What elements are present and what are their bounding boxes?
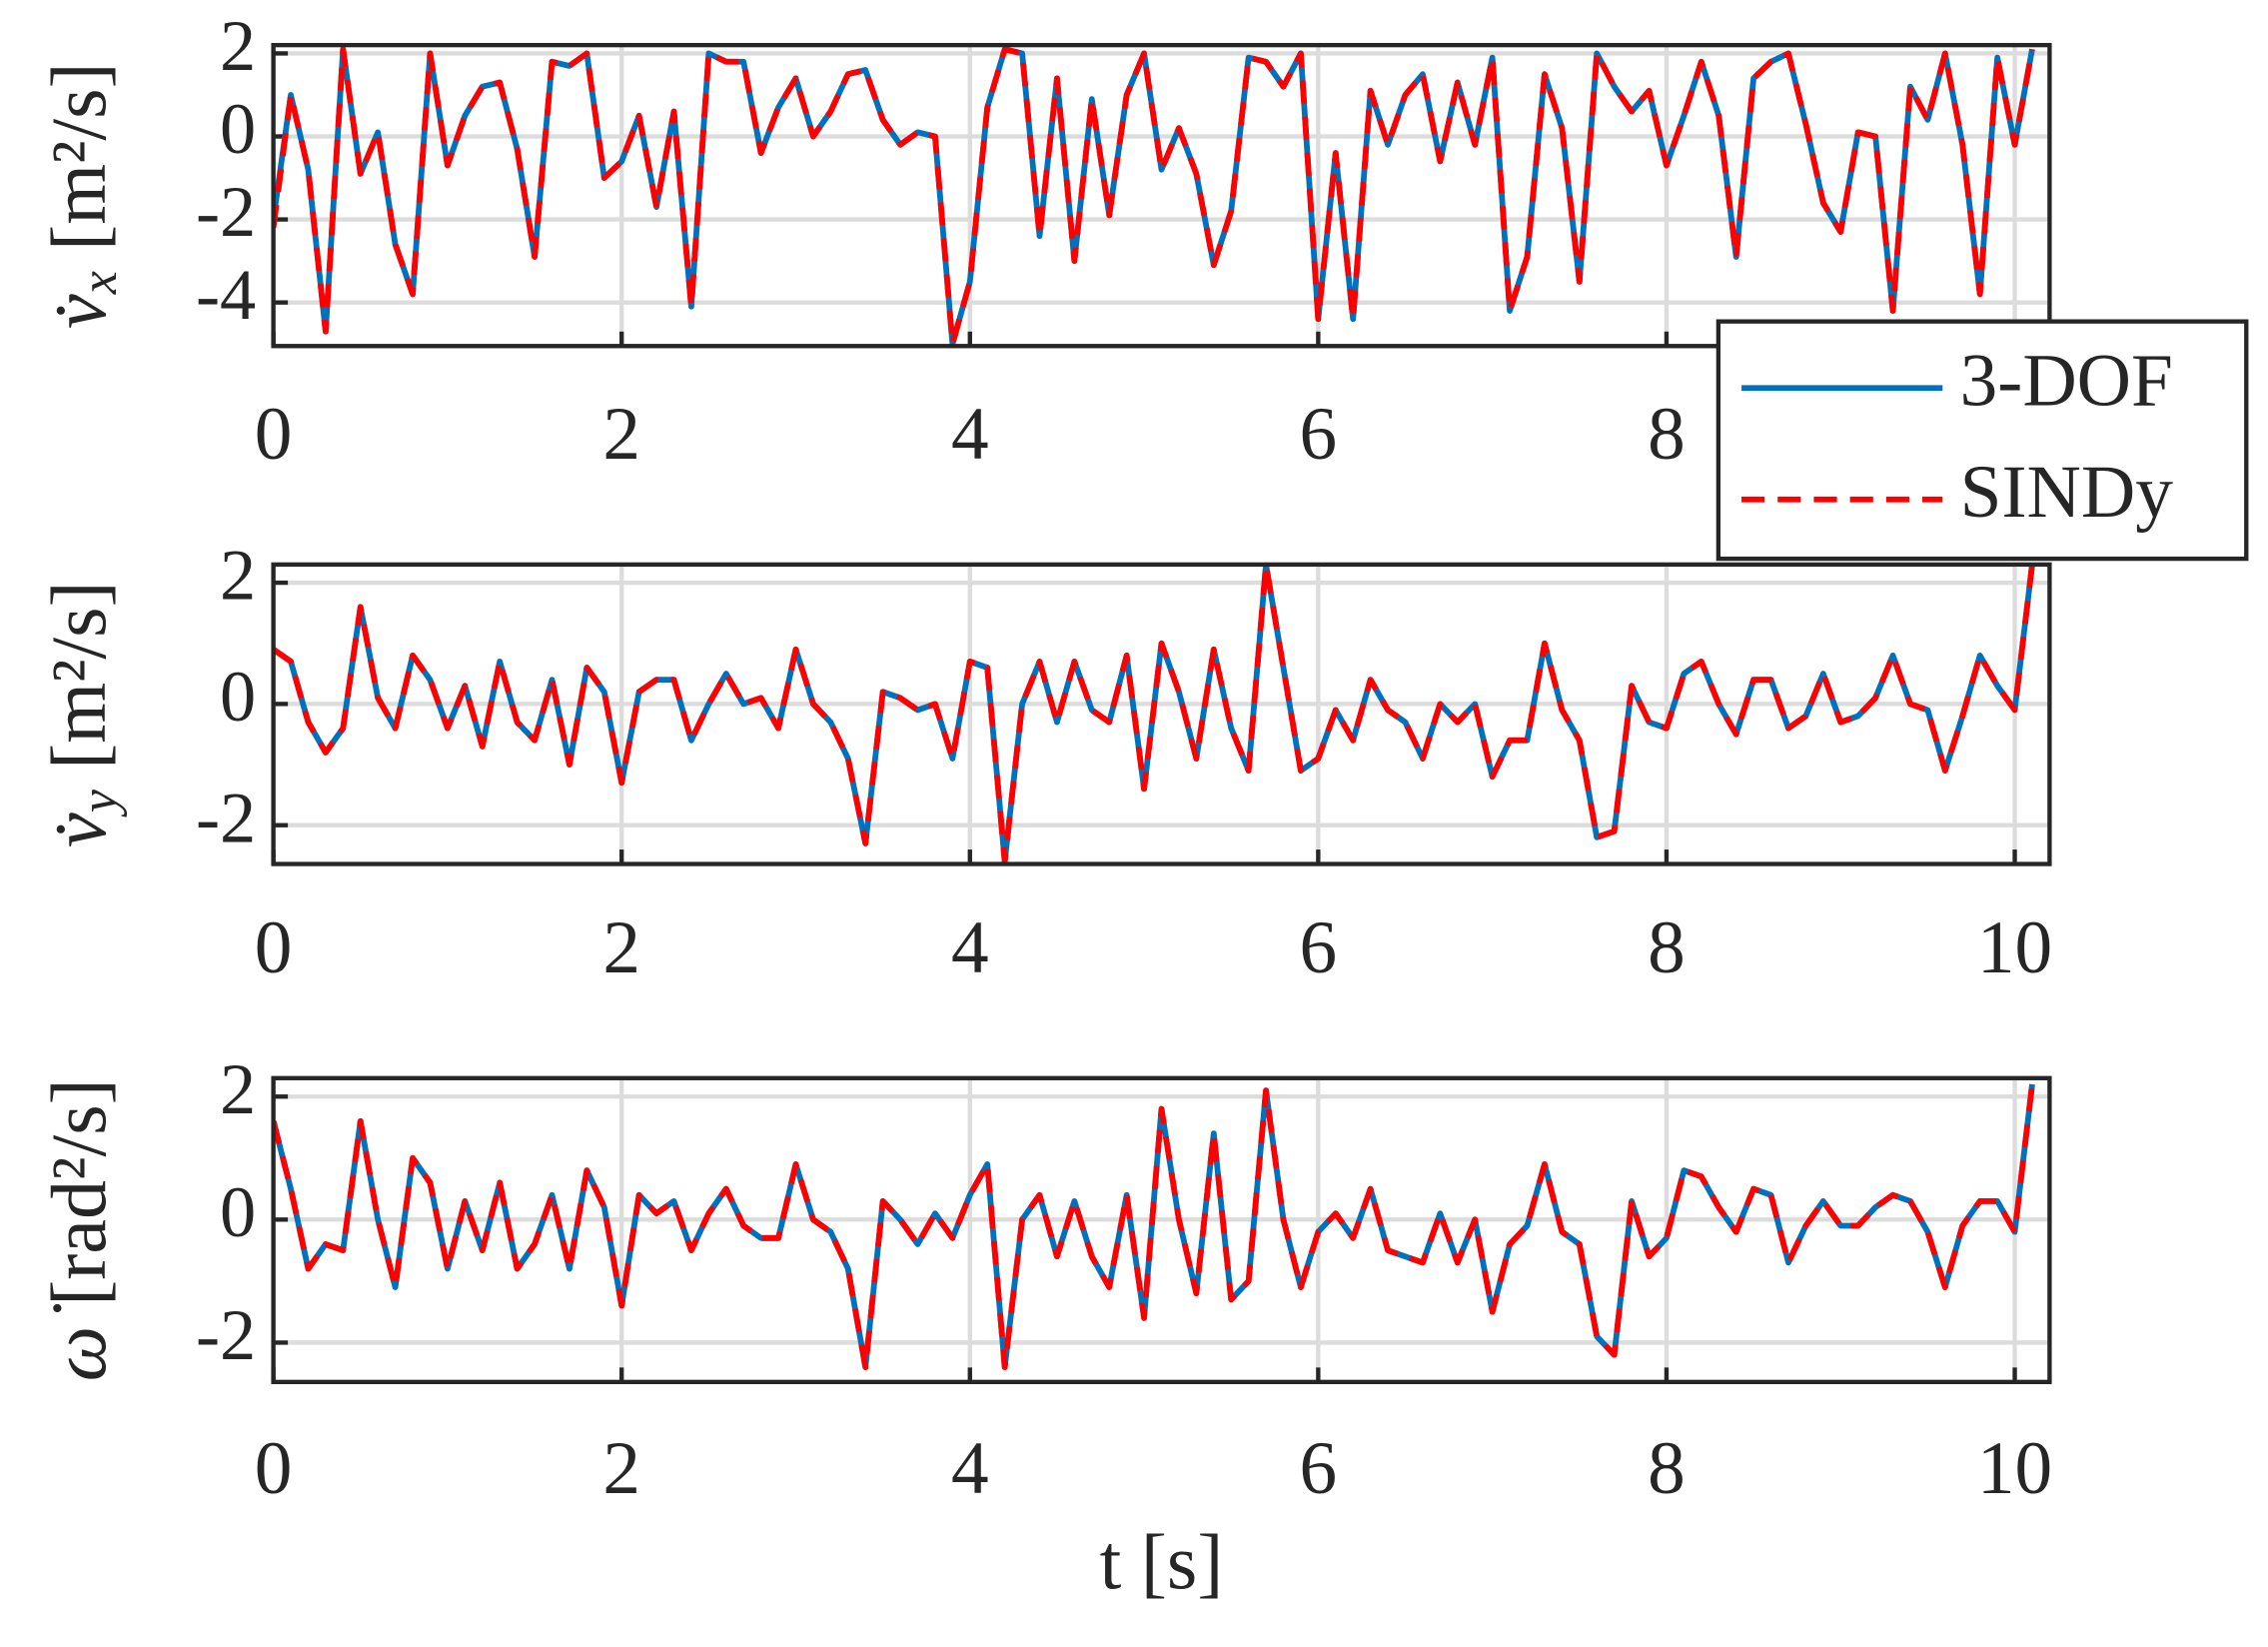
y-label-symbol: v̇: [35, 813, 122, 847]
series-line: [273, 1083, 2035, 1370]
axes-frame: [271, 1075, 2052, 1384]
x-tick-label: 8: [1648, 906, 1686, 989]
x-tick-label: 0: [255, 1427, 293, 1510]
y-label-unit: [rad²/s]: [35, 1078, 122, 1305]
series-line: [273, 1083, 2035, 1370]
y-label-unit: [m²/s]: [35, 62, 122, 250]
x-axis-label: t [s]: [1100, 1518, 1224, 1605]
y-tick-label: 2: [220, 1049, 256, 1129]
x-tick-label: 2: [602, 1427, 640, 1510]
y-label-unit: [m²/s]: [35, 581, 122, 769]
x-tick-label: 2: [602, 906, 640, 989]
x-tick-label: 6: [1300, 1427, 1338, 1510]
y-tick-label: -4: [196, 255, 256, 335]
x-tick-label: 0: [255, 906, 293, 989]
legend-label: SINDy: [1960, 451, 2174, 534]
subplot: 0 2 4 6 8 10 -2 0 2 v̇y[m²/s]: [35, 536, 2052, 989]
x-tick-label: 6: [1300, 393, 1338, 476]
y-tick-label: -2: [196, 778, 256, 857]
series-line: [273, 564, 2035, 864]
x-tick-label: 4: [951, 906, 989, 989]
y-tick-label: 0: [220, 657, 256, 737]
x-tick-label: 4: [951, 393, 989, 476]
legend-box: [1715, 319, 2249, 562]
series-line: [273, 46, 2035, 347]
axes-frame: [271, 562, 2052, 866]
y-label-symbol: v̇: [35, 294, 122, 329]
y-tick-label: 2: [220, 536, 256, 616]
x-tick-label: 8: [1648, 1427, 1686, 1510]
series-line: [273, 46, 2035, 347]
x-tick-label: 8: [1648, 393, 1686, 476]
y-tick-label: 0: [220, 89, 256, 169]
x-tick-label: 0: [255, 393, 293, 476]
y-axis-label: ω̇[rad²/s]: [35, 1078, 122, 1381]
y-tick-label: 0: [220, 1172, 256, 1252]
legend-label: 3-DOF: [1960, 340, 2173, 423]
y-tick-label: -2: [196, 172, 256, 252]
subplot: 0 2 4 6 8 10 -2 0 2 ω̇[rad²/s] t [s]: [35, 1049, 2052, 1605]
y-axis-label: v̇x [m²/s]: [35, 62, 128, 329]
axes-frame: [271, 42, 2052, 349]
y-label-symbol: ω̇: [35, 1303, 122, 1381]
y-tick-label: -2: [196, 1295, 256, 1375]
x-tick-label: 10: [1977, 1427, 2052, 1510]
y-label-subscript: x: [71, 271, 128, 295]
x-tick-label: 4: [951, 1427, 989, 1510]
y-axis-label: v̇y[m²/s]: [35, 581, 128, 847]
x-tick-label: 6: [1300, 906, 1338, 989]
x-tick-label: 2: [602, 393, 640, 476]
y-tick-label: 2: [220, 6, 256, 86]
x-tick-label: 10: [1977, 906, 2052, 989]
